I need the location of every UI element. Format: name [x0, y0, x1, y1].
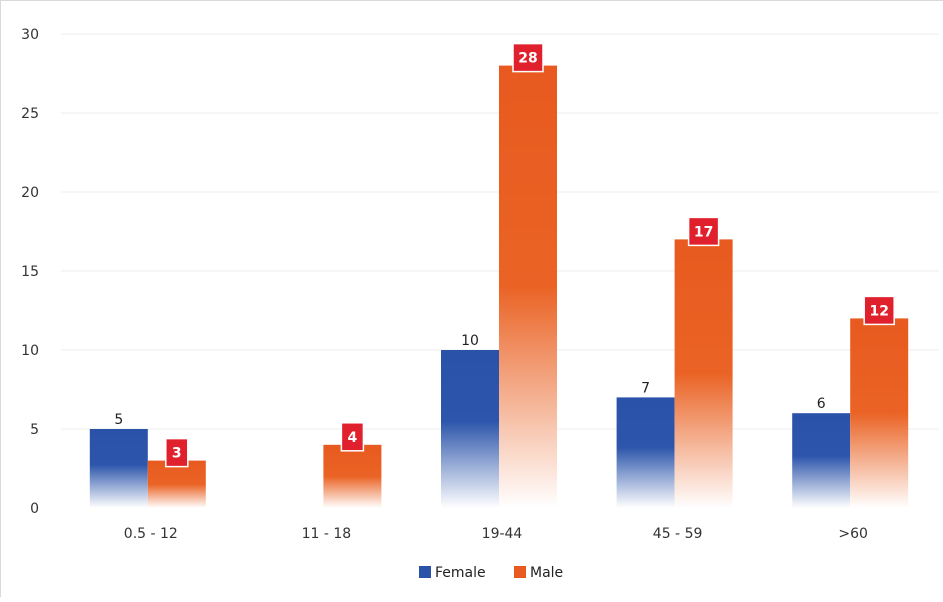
- female-value-label: 5: [114, 412, 123, 428]
- female-value-label: 10: [461, 333, 479, 349]
- legend-swatch-male: [514, 566, 526, 578]
- female-bar: [89, 429, 148, 508]
- y-tick-label: 10: [21, 343, 39, 359]
- x-axis-ticks: 0.5 - 12 11 - 18 19-44 45 - 59 >60: [124, 526, 868, 542]
- x-tick-label: >60: [838, 526, 868, 542]
- male-value-badge: [863, 295, 895, 326]
- legend-label-female: Female: [435, 565, 486, 581]
- female-value-label: 7: [641, 380, 650, 396]
- y-axis-ticks: 0 5 10 15 20 25 30: [21, 27, 39, 517]
- male-value-label: 12: [869, 303, 888, 319]
- male-value-label: 3: [172, 446, 182, 462]
- y-tick-label: 5: [30, 422, 39, 438]
- y-tick-label: 30: [21, 27, 39, 43]
- y-tick-label: 0: [30, 501, 39, 517]
- male-value-label: 17: [694, 224, 713, 240]
- x-tick-label: 45 - 59: [653, 526, 703, 542]
- female-bar: [441, 350, 499, 508]
- female-value-label: 6: [817, 396, 826, 412]
- female-bar: [792, 413, 851, 508]
- male-value-badge: [687, 216, 720, 247]
- male-value-badge: [165, 437, 189, 468]
- y-tick-label: 20: [21, 185, 39, 201]
- x-tick-label: 0.5 - 12: [124, 526, 178, 542]
- female-bar: [616, 397, 675, 508]
- male-bar: [147, 460, 206, 508]
- y-tick-label: 25: [21, 106, 39, 122]
- y-tick-label: 15: [21, 264, 39, 280]
- male-bar: [850, 318, 909, 508]
- legend-label-male: Male: [530, 565, 563, 581]
- male-bar: [499, 65, 557, 508]
- legend: Female Male: [419, 565, 563, 581]
- data-labels: 5 3 4 10 28 7 17 6 12: [114, 42, 895, 468]
- bars: [89, 65, 909, 508]
- male-value-label: 4: [348, 430, 358, 446]
- male-value-badge: [512, 42, 544, 73]
- x-tick-label: 11 - 18: [302, 526, 352, 542]
- x-tick-label: 19-44: [482, 526, 523, 542]
- male-value-label: 28: [518, 51, 537, 67]
- male-bar: [323, 444, 382, 508]
- male-bar: [674, 239, 733, 508]
- male-value-badge: [340, 422, 365, 452]
- legend-swatch-female: [419, 566, 431, 578]
